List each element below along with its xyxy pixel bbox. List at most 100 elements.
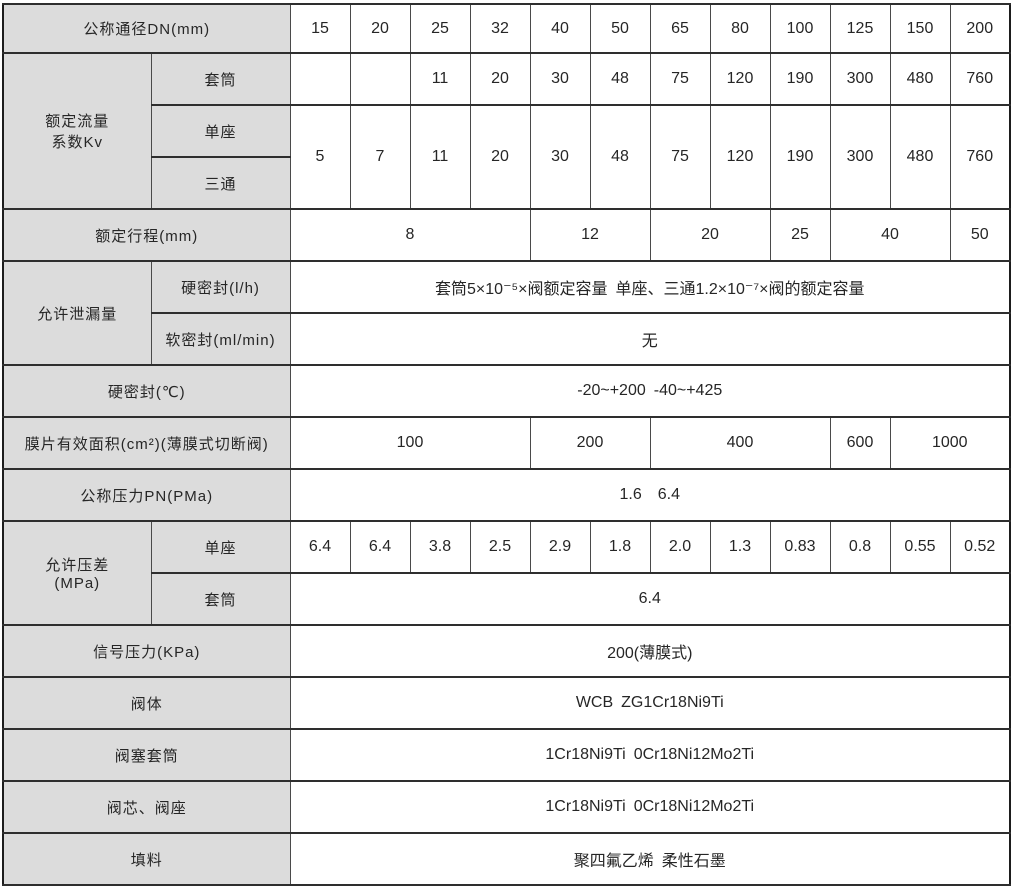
kv-sleeve-label: 套筒: [150, 52, 291, 106]
row-leakage-hard: 允许泄漏量 硬密封(l/h) 套筒5×10⁻⁵×阀额定容量 单座、三通1.2×1…: [2, 260, 1011, 366]
row-valve-body: 阀体 WCB ZG1Cr18Ni9Ti: [2, 676, 1011, 730]
kv-single-three-value: 190: [769, 104, 831, 210]
pressure-diff-single-value: 0.52: [949, 520, 1011, 574]
kv-single-three-value: 5: [289, 104, 351, 210]
diaphragm-area-value: 400: [649, 416, 831, 470]
dn-value: 25: [409, 3, 471, 54]
stroke-value: 25: [769, 208, 831, 262]
kv-sleeve-value: [289, 52, 351, 106]
dn-value: 20: [349, 3, 411, 54]
row-kv-sleeve: 额定流量 系数Kv 套筒 11 20 30 48 75 120 190 300 …: [2, 52, 1011, 210]
kv-single-three-value: 760: [949, 104, 1011, 210]
kv-single-three-value: 75: [649, 104, 711, 210]
valve-body-value: WCB ZG1Cr18Ni9Ti: [289, 676, 1011, 730]
trim-seat-value: 1Cr18Ni9Ti 0Cr18Ni12Mo2Ti: [289, 780, 1011, 834]
nominal-pressure-label: 公称压力PN(PMa): [2, 468, 291, 522]
dn-value: 200: [949, 3, 1011, 54]
pressure-diff-single-value: 0.55: [889, 520, 951, 574]
valve-spec-table: 公称通径DN(mm) 15 20 25 32 40 50 65 80 100 1…: [2, 3, 1011, 886]
dn-value: 125: [829, 3, 891, 54]
kv-single-three-value: 11: [409, 104, 471, 210]
row-diaphragm-area: 膜片有效面积(cm²)(薄膜式切断阀) 100 200 400 600 1000: [2, 416, 1011, 470]
dn-value: 15: [289, 3, 351, 54]
row-kv-single-seat: 单座 5 7 11 20 30 48 75 120 190 300 480 76…: [3, 104, 1011, 210]
row-plug-sleeve: 阀塞套筒 1Cr18Ni9Ti 0Cr18Ni12Mo2Ti: [2, 728, 1011, 782]
diaphragm-area-value: 1000: [889, 416, 1011, 470]
stroke-value: 12: [529, 208, 651, 262]
diaphragm-area-value: 200: [529, 416, 651, 470]
dn-value: 150: [889, 3, 951, 54]
diaphragm-area-value: 100: [289, 416, 531, 470]
leakage-group-label: 允许泄漏量: [2, 260, 152, 366]
diaphragm-area-label: 膜片有效面积(cm²)(薄膜式切断阀): [2, 416, 291, 470]
stroke-value: 50: [949, 208, 1011, 262]
kv-single-three-value: 7: [349, 104, 411, 210]
kv-single-three-value: 20: [469, 104, 531, 210]
dn-value: 50: [589, 3, 651, 54]
pressure-diff-group-label: 允许压差 (MPa): [2, 520, 152, 626]
kv-single-three-value: 120: [709, 104, 771, 210]
pressure-diff-single-value: 6.4: [349, 520, 411, 574]
row-pressure-diff-sleeve: 套筒 6.4: [3, 572, 1011, 626]
leakage-soft-value: 无: [289, 312, 1011, 366]
kv-sleeve-value: 300: [829, 52, 891, 106]
pressure-diff-single-value: 2.9: [529, 520, 591, 574]
row-pressure-diff-single: 允许压差 (MPa) 单座 6.4 6.4 3.8 2.5 2.9 1.8 2.…: [2, 520, 1011, 626]
signal-pressure-label: 信号压力(KPa): [2, 624, 291, 678]
kv-single-seat-label: 单座: [150, 104, 291, 158]
kv-sleeve-value: 30: [529, 52, 591, 106]
dn-label: 公称通径DN(mm): [2, 3, 291, 54]
row-trim-seat: 阀芯、阀座 1Cr18Ni9Ti 0Cr18Ni12Mo2Ti: [2, 780, 1011, 834]
plug-sleeve-value: 1Cr18Ni9Ti 0Cr18Ni12Mo2Ti: [289, 728, 1011, 782]
trim-seat-label: 阀芯、阀座: [2, 780, 291, 834]
row-nominal-pressure: 公称压力PN(PMa) 1.6 6.4: [2, 468, 1011, 522]
pressure-diff-single-value: 0.83: [769, 520, 831, 574]
row-kv-three-way: 三通: [3, 156, 1010, 210]
kv-single-three-value: 48: [589, 104, 651, 210]
kv-single-three-value: 30: [529, 104, 591, 210]
row-leakage-soft: 软密封(ml/min) 无: [3, 312, 1011, 366]
kv-sleeve-value: [349, 52, 411, 106]
leakage-soft-label: 软密封(ml/min): [150, 312, 291, 366]
dn-value: 100: [769, 3, 831, 54]
row-hard-seal-temp: 硬密封(℃) -20~+200 -40~+425: [2, 364, 1011, 418]
stroke-value: 20: [649, 208, 771, 262]
hard-seal-temp-label: 硬密封(℃): [2, 364, 291, 418]
valve-body-label: 阀体: [2, 676, 291, 730]
kv-sleeve-value: 75: [649, 52, 711, 106]
row-nominal-diameter: 公称通径DN(mm) 15 20 25 32 40 50 65 80 100 1…: [2, 3, 1011, 54]
kv-sleeve-value: 11: [409, 52, 471, 106]
kv-sleeve-value: 760: [949, 52, 1011, 106]
row-signal-pressure: 信号压力(KPa) 200(薄膜式): [2, 624, 1011, 678]
stroke-value: 40: [829, 208, 951, 262]
plug-sleeve-label: 阀塞套筒: [2, 728, 291, 782]
diaphragm-area-value: 600: [829, 416, 891, 470]
kv-three-way-label: 三通: [150, 156, 291, 210]
stroke-value: 8: [289, 208, 531, 262]
kv-single-three-value: 480: [889, 104, 951, 210]
pressure-diff-single-value: 3.8: [409, 520, 471, 574]
stroke-label: 额定行程(mm): [2, 208, 291, 262]
kv-group-label: 额定流量 系数Kv: [2, 52, 152, 210]
pressure-diff-sleeve-value: 6.4: [289, 572, 1011, 626]
dn-value: 40: [529, 3, 591, 54]
dn-value: 80: [709, 3, 771, 54]
pressure-diff-single-label: 单座: [150, 520, 291, 574]
kv-sleeve-value: 48: [589, 52, 651, 106]
packing-value: 聚四氟乙烯 柔性石墨: [289, 832, 1011, 886]
dn-value: 65: [649, 3, 711, 54]
pressure-diff-single-value: 2.5: [469, 520, 531, 574]
dn-value: 32: [469, 3, 531, 54]
hard-seal-temp-value: -20~+200 -40~+425: [289, 364, 1011, 418]
pressure-diff-single-value: 2.0: [649, 520, 711, 574]
signal-pressure-value: 200(薄膜式): [289, 624, 1011, 678]
kv-sleeve-value: 480: [889, 52, 951, 106]
kv-sleeve-value: 190: [769, 52, 831, 106]
pressure-diff-single-value: 6.4: [289, 520, 351, 574]
pressure-diff-single-value: 0.8: [829, 520, 891, 574]
row-rated-stroke: 额定行程(mm) 8 12 20 25 40 50: [2, 208, 1011, 262]
leakage-hard-label: 硬密封(l/h): [150, 260, 291, 314]
pressure-diff-sleeve-label: 套筒: [150, 572, 291, 626]
leakage-hard-value: 套筒5×10⁻⁵×阀额定容量 单座、三通1.2×10⁻⁷×阀的额定容量: [289, 260, 1011, 314]
